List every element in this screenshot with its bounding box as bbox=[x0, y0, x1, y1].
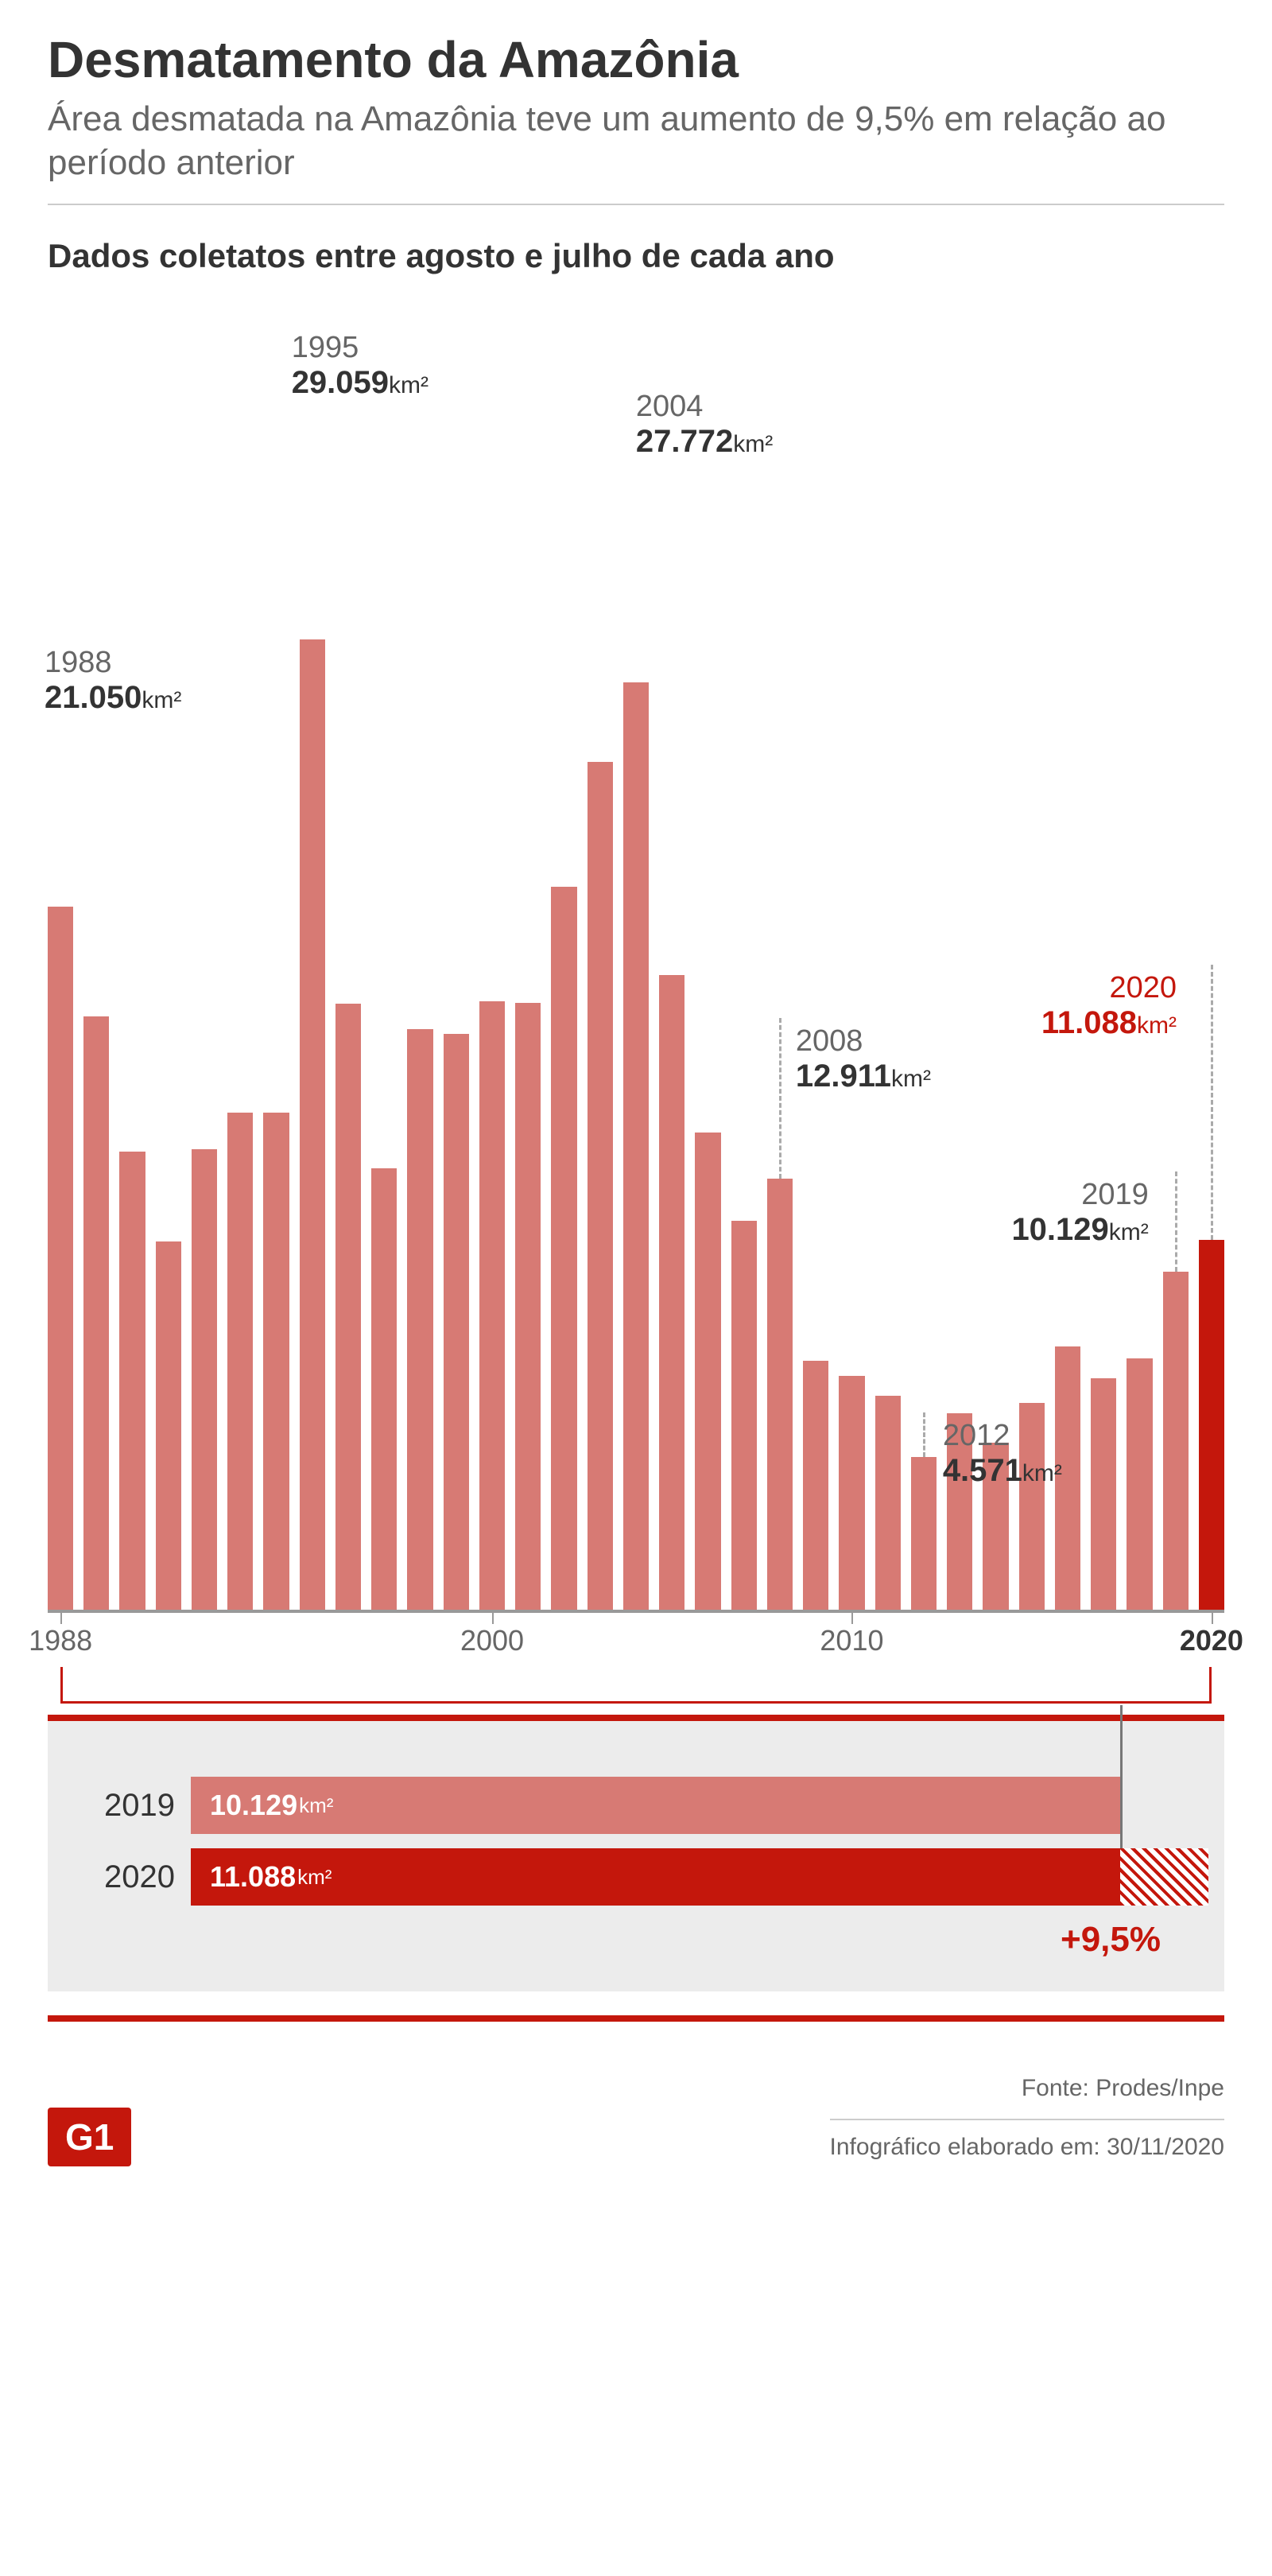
x-tick-label: 2020 bbox=[1180, 1624, 1243, 1657]
chart-bar bbox=[300, 639, 325, 1610]
x-tick-label: 1988 bbox=[29, 1624, 92, 1657]
chart-bar bbox=[83, 1016, 109, 1610]
chart-bar bbox=[371, 1168, 397, 1610]
comparison-hatch bbox=[1120, 1848, 1208, 1906]
comparison-bar: 11.088km² bbox=[191, 1848, 1120, 1906]
annotation-dash bbox=[1211, 965, 1213, 1240]
x-tick bbox=[851, 1613, 853, 1624]
chart-bar bbox=[335, 1004, 361, 1610]
x-axis: 1988200020102020 bbox=[48, 1611, 1224, 1667]
annotation-value: 29.059km² bbox=[292, 365, 429, 401]
chart-bar bbox=[875, 1396, 901, 1610]
comparison-year: 2020 bbox=[80, 1859, 175, 1895]
chart-bar bbox=[839, 1376, 864, 1610]
x-tick bbox=[60, 1613, 62, 1624]
credit-text: Infográfico elaborado em: 30/11/2020 bbox=[830, 2128, 1224, 2166]
connector bbox=[48, 1667, 1224, 1715]
chart-bar bbox=[1127, 1358, 1152, 1610]
chart-annotation: 198821.050km² bbox=[45, 646, 181, 716]
chart-bar bbox=[695, 1133, 720, 1610]
annotation-value: 11.088km² bbox=[1041, 1005, 1177, 1041]
chart-bar bbox=[803, 1361, 828, 1610]
annotation-year: 2008 bbox=[796, 1024, 931, 1059]
comparison-year: 2019 bbox=[80, 1788, 175, 1824]
source-text: Fonte: Prodes/Inpe bbox=[830, 2069, 1224, 2108]
comparison-pct: +9,5% bbox=[80, 1920, 1192, 1960]
chart-annotation: 200427.772km² bbox=[636, 390, 773, 460]
x-tick-label: 2000 bbox=[460, 1624, 524, 1657]
x-tick bbox=[1212, 1613, 1213, 1624]
page-subtitle: Área desmatada na Amazônia teve um aumen… bbox=[48, 97, 1224, 185]
chart-bar bbox=[1091, 1378, 1116, 1610]
annotation-year: 2019 bbox=[1011, 1178, 1148, 1212]
comparison-bar: 10.129km² bbox=[191, 1777, 1120, 1834]
annotation-dash bbox=[1175, 1171, 1177, 1272]
x-tick-label: 2010 bbox=[820, 1624, 883, 1657]
annotation-year: 2012 bbox=[943, 1419, 1062, 1453]
chart-bar bbox=[444, 1034, 469, 1610]
annotation-value: 10.129km² bbox=[1011, 1212, 1148, 1248]
chart-bar bbox=[767, 1179, 793, 1610]
chart-bar bbox=[911, 1457, 937, 1610]
footer-divider bbox=[830, 2119, 1224, 2120]
chart-annotation: 201910.129km² bbox=[1011, 1178, 1148, 1248]
chart-bar bbox=[515, 1003, 541, 1610]
annotation-dash bbox=[923, 1412, 925, 1457]
chart-annotation: 199529.059km² bbox=[292, 331, 429, 401]
comparison-bottom-rule bbox=[48, 2015, 1224, 2022]
chart-annotation: 200812.911km² bbox=[796, 1024, 931, 1094]
chart-bar bbox=[551, 887, 576, 1610]
chart-bar bbox=[731, 1221, 757, 1610]
chart-bar bbox=[588, 762, 613, 1610]
comparison-row: 2019 10.129km² bbox=[80, 1777, 1192, 1834]
annotation-year: 2020 bbox=[1041, 971, 1177, 1005]
annotation-value: 12.911km² bbox=[796, 1059, 931, 1094]
chart-bar bbox=[263, 1113, 289, 1610]
divider bbox=[48, 204, 1224, 205]
chart-bar bbox=[119, 1152, 145, 1610]
chart-bar bbox=[1163, 1272, 1189, 1610]
chart-bar bbox=[192, 1149, 217, 1610]
comparison-ref-line bbox=[1120, 1705, 1123, 1866]
page-title: Desmatamento da Amazônia bbox=[48, 32, 1224, 87]
chart-bar bbox=[156, 1241, 181, 1610]
footer: G1 Fonte: Prodes/Inpe Infográfico elabor… bbox=[48, 2069, 1224, 2166]
chart-bar bbox=[623, 682, 649, 1610]
annotation-value: 4.571km² bbox=[943, 1453, 1062, 1489]
chart-title: Dados coletatos entre agosto e julho de … bbox=[48, 237, 1224, 275]
annotation-year: 1988 bbox=[45, 646, 181, 680]
annotation-value: 27.772km² bbox=[636, 424, 773, 460]
comparison-top-rule bbox=[48, 1715, 1224, 1721]
chart-bar bbox=[659, 975, 684, 1610]
bar-chart: 198821.050km²199529.059km²200427.772km²2… bbox=[48, 609, 1224, 1611]
chart-bar bbox=[48, 907, 73, 1610]
chart-annotation: 202011.088km² bbox=[1041, 971, 1177, 1041]
annotation-year: 1995 bbox=[292, 331, 429, 365]
annotation-dash bbox=[779, 1018, 781, 1179]
chart-annotation: 20124.571km² bbox=[943, 1419, 1062, 1489]
chart-bar bbox=[1199, 1240, 1224, 1610]
annotation-year: 2004 bbox=[636, 390, 773, 424]
x-tick bbox=[492, 1613, 494, 1624]
chart-bar bbox=[407, 1029, 432, 1610]
chart-bar bbox=[479, 1001, 505, 1610]
connector-bracket bbox=[60, 1667, 1212, 1704]
chart-bar bbox=[227, 1113, 253, 1610]
comparison-block: 2019 10.129km² 2020 11.088km² +9,5% bbox=[48, 1721, 1224, 1991]
brand-logo: G1 bbox=[48, 2108, 131, 2166]
comparison-row: 2020 11.088km² bbox=[80, 1848, 1192, 1906]
annotation-value: 21.050km² bbox=[45, 680, 181, 716]
